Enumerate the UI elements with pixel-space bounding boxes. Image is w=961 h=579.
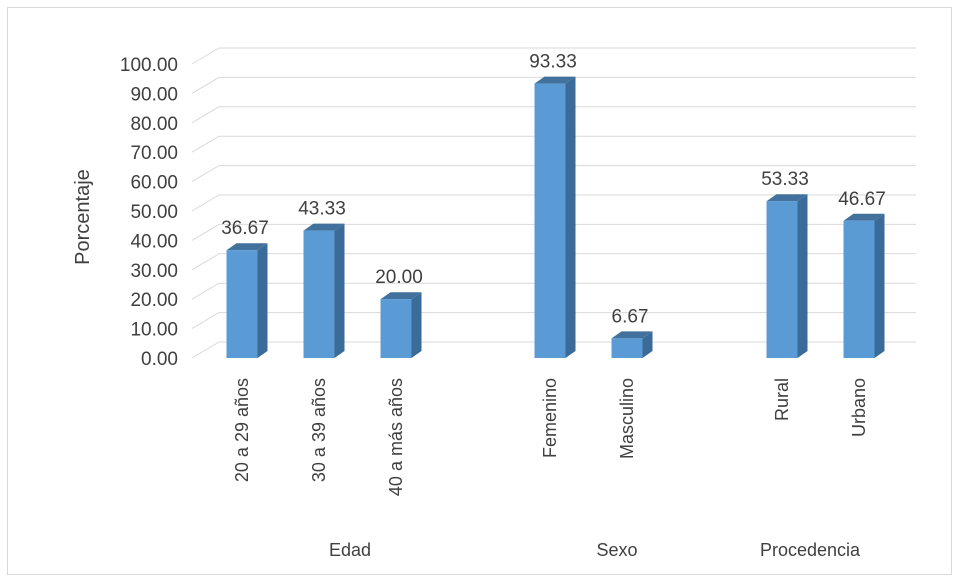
group-label: Procedencia xyxy=(760,540,861,560)
data-labels: 36.67 43.33 20.00 93.33 6.67 53.33 46.67 xyxy=(221,52,886,328)
bar xyxy=(380,292,422,358)
gridline xyxy=(191,312,916,330)
gridline xyxy=(191,165,916,183)
category-label: Masculino xyxy=(617,378,637,459)
category-label: Urbano xyxy=(849,378,869,437)
category-label: 20 a 29 años xyxy=(232,378,252,482)
bar xyxy=(843,213,885,358)
category-labels: 20 a 29 años 30 a 39 años 40 a más años Fem… xyxy=(232,378,869,496)
category-label: 40 a más años xyxy=(386,378,406,496)
data-label: 43.33 xyxy=(298,199,346,220)
group-labels: Edad Sexo Procedencia xyxy=(329,540,861,560)
y-tick-label: 10.00 xyxy=(130,320,178,341)
bars xyxy=(226,76,885,358)
gridlines xyxy=(191,47,916,359)
category-label: Femenino xyxy=(540,378,560,458)
y-tick-label: 50.00 xyxy=(130,202,178,223)
group-label: Edad xyxy=(329,540,371,560)
data-label: 46.67 xyxy=(838,189,886,210)
gridline xyxy=(191,135,916,153)
bar xyxy=(766,194,808,358)
gridline xyxy=(191,282,916,300)
data-label: 53.33 xyxy=(761,169,809,190)
y-tick-label: 0.00 xyxy=(141,349,178,370)
y-tick-label: 80.00 xyxy=(130,114,178,135)
bar xyxy=(534,76,576,358)
y-tick-label: 60.00 xyxy=(130,173,178,194)
bar xyxy=(226,243,268,358)
y-tick-label: 30.00 xyxy=(130,261,178,282)
gridline xyxy=(191,253,916,271)
data-label: 6.67 xyxy=(612,306,649,327)
bar xyxy=(303,223,345,358)
y-axis-label: Porcentaje xyxy=(72,169,94,265)
group-label: Sexo xyxy=(596,540,637,560)
gridline xyxy=(191,223,916,241)
category-label: Rural xyxy=(772,378,792,421)
y-tick-label: 100.00 xyxy=(120,55,178,76)
gridline xyxy=(191,106,916,124)
data-label: 93.33 xyxy=(529,52,577,73)
y-tick-label: 20.00 xyxy=(130,290,178,311)
data-label: 36.67 xyxy=(221,218,269,239)
bar xyxy=(611,331,653,358)
data-label: 20.00 xyxy=(375,267,423,288)
gridline xyxy=(191,76,916,94)
category-label: 30 a 39 años xyxy=(309,378,329,482)
y-axis-ticks: 0.00 10.00 20.00 30.00 40.00 50.00 60.00 70.00 8… xyxy=(120,55,178,370)
y-tick-label: 70.00 xyxy=(130,143,178,164)
gridline xyxy=(191,194,916,212)
y-tick-label: 90.00 xyxy=(130,84,178,105)
gridline xyxy=(191,47,916,65)
y-tick-label: 40.00 xyxy=(130,231,178,252)
gridline xyxy=(191,341,916,359)
